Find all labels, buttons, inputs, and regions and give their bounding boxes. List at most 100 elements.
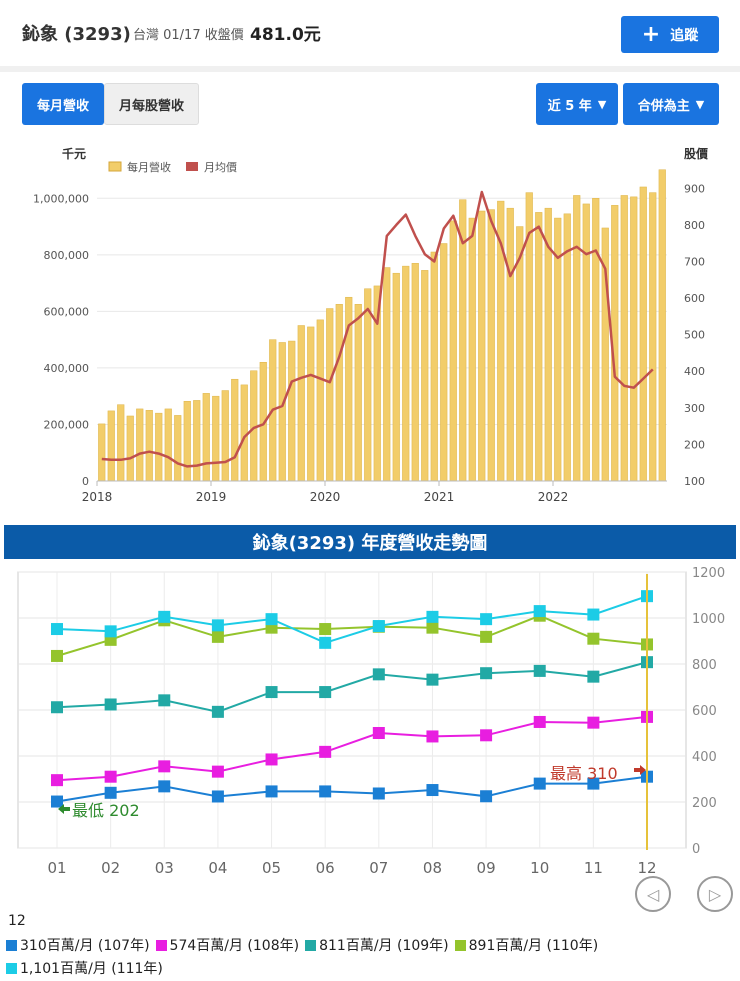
basis-dropdown[interactable]: 合併為主 ▼ bbox=[623, 83, 719, 125]
legend-swatch bbox=[155, 940, 167, 951]
legend-swatch bbox=[6, 963, 17, 974]
revenue-bar bbox=[231, 378, 239, 482]
x-tick-label: 2018 bbox=[82, 490, 113, 504]
revenue-bar bbox=[478, 210, 486, 482]
y-tick-label: 200 bbox=[692, 796, 717, 811]
legend-item[interactable]: 310百萬/月 (107年) bbox=[6, 935, 150, 958]
revenue-bar bbox=[582, 203, 590, 482]
annual-legend: 310百萬/月 (107年) 574百萬/月 (108年) 811百萬/月 (109… bbox=[6, 935, 736, 981]
legend-swatch bbox=[6, 940, 17, 951]
legend-item[interactable]: 574百萬/月 (108年) bbox=[155, 935, 300, 958]
series-marker bbox=[211, 705, 224, 718]
series-marker bbox=[426, 784, 439, 797]
series-marker bbox=[480, 790, 493, 803]
series-marker bbox=[480, 613, 493, 626]
chevron-left-icon: ◁ bbox=[646, 884, 660, 904]
series-marker bbox=[480, 667, 493, 680]
revenue-bar bbox=[316, 319, 324, 482]
revenue-bar bbox=[411, 263, 419, 482]
next-button[interactable]: ▷ bbox=[697, 876, 733, 912]
series-marker bbox=[426, 621, 439, 634]
series-marker bbox=[533, 605, 546, 618]
legend-label: 574百萬/月 (108年) bbox=[169, 938, 300, 954]
y-tick-label: 0 bbox=[82, 475, 89, 488]
legend-label: 891百萬/月 (110年) bbox=[468, 938, 599, 954]
series-marker bbox=[426, 673, 439, 686]
legend-label: 310百萬/月 (107年) bbox=[20, 938, 150, 954]
series-marker bbox=[426, 730, 439, 743]
series-marker bbox=[533, 777, 546, 790]
track-button[interactable]: + 追蹤 bbox=[621, 16, 719, 53]
revenue-bar bbox=[278, 342, 286, 482]
x-tick-label: 2021 bbox=[424, 490, 455, 504]
series-marker bbox=[51, 774, 63, 787]
series-marker bbox=[158, 780, 171, 793]
series-marker bbox=[426, 610, 439, 623]
x-tick-label: 12 bbox=[637, 859, 656, 877]
range-dropdown[interactable]: 近 5 年 ▼ bbox=[536, 83, 618, 125]
series-marker bbox=[587, 670, 600, 683]
revenue-bar bbox=[117, 404, 125, 482]
y-tick-label: 600,000 bbox=[44, 305, 90, 318]
y-tick-label: 400,000 bbox=[44, 362, 90, 375]
series-marker bbox=[158, 694, 171, 707]
price-line bbox=[101, 190, 654, 468]
y2-tick-label: 300 bbox=[684, 402, 705, 415]
revenue-bar bbox=[592, 198, 600, 482]
series-marker bbox=[265, 686, 278, 699]
x-tick-label: 03 bbox=[155, 859, 174, 877]
series-marker bbox=[51, 649, 63, 662]
max-annotation: 最高 310 bbox=[550, 764, 618, 783]
revenue-bar bbox=[307, 326, 315, 482]
tab-monthly-revenue[interactable]: 每月營收 bbox=[22, 83, 104, 125]
plus-icon: + bbox=[641, 21, 661, 47]
min-arrow-icon bbox=[58, 804, 70, 814]
annual-revenue-chart: 最低 202 最高 310 0 200 400 600 800 1000 1200 01 02 0… bbox=[17, 566, 725, 877]
series-marker bbox=[587, 716, 600, 729]
prev-button[interactable]: ◁ bbox=[635, 876, 671, 912]
revenue-bar bbox=[155, 412, 163, 482]
revenue-bar bbox=[639, 186, 647, 482]
series-marker bbox=[533, 664, 546, 677]
series-marker bbox=[533, 715, 546, 728]
revenue-bar bbox=[145, 410, 153, 482]
series-marker bbox=[104, 786, 117, 799]
series-marker bbox=[211, 765, 224, 778]
revenue-bar bbox=[535, 212, 543, 482]
y-tick-label: 800,000 bbox=[44, 249, 90, 262]
revenue-bar bbox=[449, 220, 457, 482]
revenue-bar bbox=[392, 272, 400, 482]
selected-month-label: 12 bbox=[8, 913, 26, 929]
tab-monthly-eps[interactable]: 月每股營收 bbox=[104, 83, 199, 125]
monthly-revenue-chart: 0 200,000 400,000 600,000 800,000 1,000,000 10… bbox=[33, 146, 709, 504]
revenue-bar bbox=[354, 304, 362, 482]
y-tick-label: 800 bbox=[692, 658, 717, 673]
legend-item[interactable]: 811百萬/月 (109年) bbox=[305, 935, 449, 958]
x-tick-label: 10 bbox=[530, 859, 549, 877]
x-tick-label: 04 bbox=[208, 859, 227, 877]
series-marker bbox=[51, 795, 63, 808]
y-tick-label: 1,000,000 bbox=[33, 192, 89, 205]
series-marker bbox=[265, 785, 278, 798]
series-marker bbox=[319, 745, 332, 758]
right-unit-label: 股價 bbox=[684, 146, 709, 161]
x-tick-label: 2022 bbox=[538, 490, 569, 504]
revenue-bar bbox=[506, 207, 514, 482]
revenue-bar bbox=[126, 415, 134, 482]
legend-item[interactable]: 891百萬/月 (110年) bbox=[454, 935, 599, 958]
revenue-bar bbox=[202, 393, 210, 482]
x-tick-label: 2020 bbox=[310, 490, 341, 504]
series-marker bbox=[104, 625, 117, 638]
series-line bbox=[56, 614, 648, 657]
x-tick-label: 02 bbox=[101, 859, 120, 877]
y-tick-label: 1200 bbox=[692, 566, 725, 581]
chevron-down-icon: ▼ bbox=[597, 97, 607, 111]
series-marker bbox=[51, 701, 63, 714]
revenue-bar bbox=[421, 270, 429, 482]
series-marker bbox=[372, 620, 385, 633]
legend-item[interactable]: 1,101百萬/月 (111年) bbox=[6, 958, 163, 981]
series-marker bbox=[319, 686, 332, 699]
x-tick-label: 01 bbox=[47, 859, 66, 877]
x-tick-label: 2019 bbox=[196, 490, 227, 504]
series-marker bbox=[211, 630, 224, 643]
